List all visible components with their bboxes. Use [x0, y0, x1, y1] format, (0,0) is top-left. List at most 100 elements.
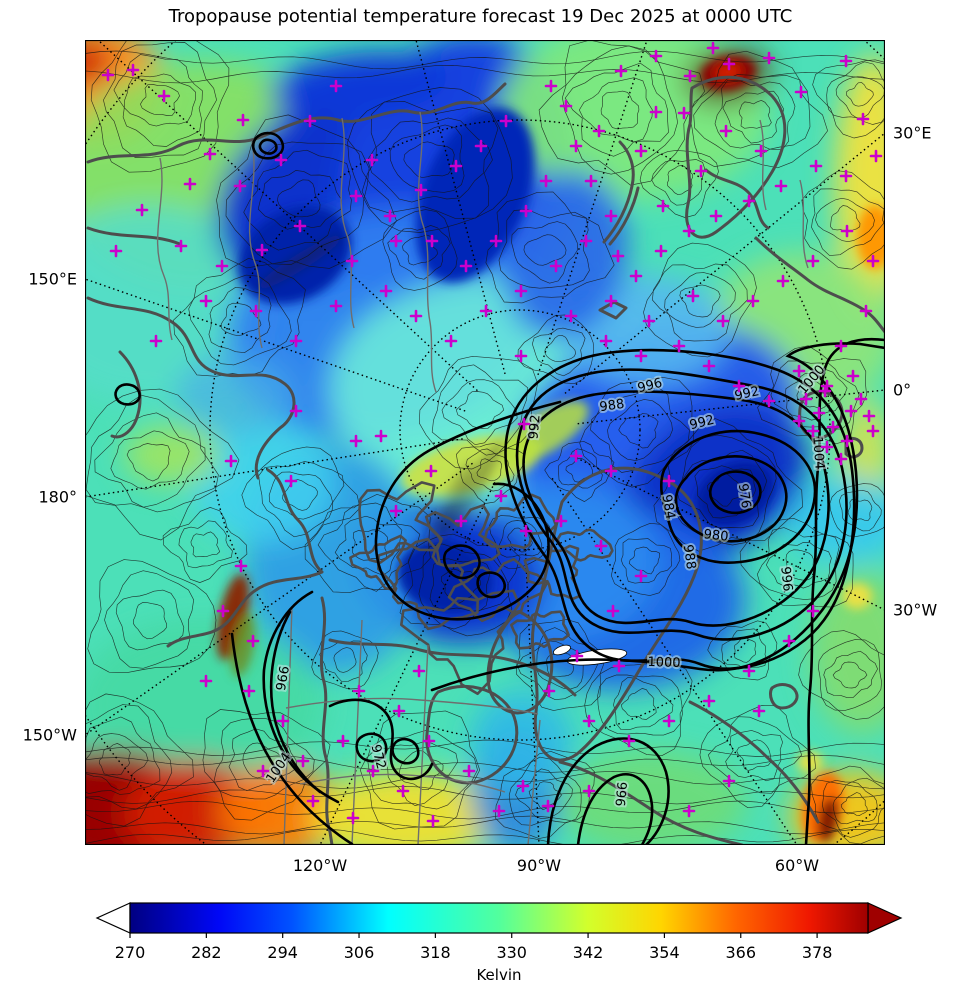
border-line [527, 719, 541, 845]
theta-contour [94, 412, 206, 508]
theta-contour [785, 549, 815, 581]
theta-contour [384, 741, 459, 806]
field-region [470, 690, 574, 794]
border-line [285, 697, 539, 715]
theta-contour [610, 522, 681, 596]
coastline [608, 186, 640, 246]
pressure-label: 1000 [647, 655, 681, 671]
pressure-label: 996 [611, 781, 628, 807]
theta-contour [733, 637, 757, 663]
theta-contour [85, 704, 173, 810]
theta-contour [90, 40, 230, 173]
field-region [501, 400, 589, 464]
theta-contour [85, 800, 885, 820]
theta-contour [523, 234, 567, 266]
theta-contour [829, 483, 885, 537]
pressure-contour [804, 337, 885, 845]
theta-contour [85, 815, 885, 835]
pressure-label: 1004 [809, 436, 826, 470]
island-outline [377, 537, 479, 631]
island-outline [447, 557, 549, 623]
theta-contour [756, 527, 840, 600]
theta-contour [653, 418, 803, 552]
theta-contour [607, 399, 673, 461]
theta-contour [620, 538, 672, 584]
y-axis-label: 30°E [893, 123, 932, 143]
theta-contour [839, 489, 882, 532]
theta-contour [465, 448, 515, 492]
y-axis-label: 180° [38, 487, 77, 507]
theta-contour [714, 79, 796, 151]
theta-contour [85, 388, 240, 541]
theta-contour [498, 209, 590, 289]
theta-contour [818, 639, 882, 711]
border-line [417, 644, 429, 845]
theta-contour [213, 718, 315, 800]
pressure-contour [515, 368, 848, 641]
theta-contour [258, 461, 345, 538]
border-line [759, 119, 767, 211]
theta-contour [123, 73, 197, 127]
pressure-label: 996 [271, 664, 290, 691]
island-outline [349, 534, 407, 591]
theta-contour [178, 520, 233, 569]
theta-contour [584, 661, 693, 757]
theta-contour [564, 62, 669, 157]
theta-contour [208, 286, 272, 354]
coastline [602, 140, 635, 244]
border-line [417, 111, 437, 393]
pressure-contour [442, 544, 481, 580]
theta-contour [85, 50, 885, 70]
theta-contour [216, 114, 397, 269]
theta-contour [257, 170, 343, 230]
pressure-contour [328, 698, 434, 781]
graticule [85, 40, 885, 845]
theta-contour [651, 159, 706, 206]
border-line [156, 157, 173, 341]
colorbar-tick-label: 294 [267, 943, 298, 962]
island-outline [424, 504, 501, 568]
pressure-contour [659, 429, 817, 564]
theta-contour [811, 188, 885, 256]
field-region [857, 205, 885, 269]
colorbar-tick-label: 366 [725, 943, 756, 962]
pressure-contour [230, 632, 354, 845]
colorbar-label: Kelvin [476, 966, 522, 984]
coastline [166, 468, 324, 648]
pressure-contour [391, 737, 420, 765]
coastline [598, 300, 628, 320]
theta-contour [722, 90, 784, 144]
theta-contour [173, 257, 306, 377]
pressure-contour [504, 348, 856, 671]
theta-contour [476, 458, 503, 482]
theta-contour [770, 360, 860, 430]
x-axis-label: 90°W [516, 856, 562, 875]
pressure-label: 988 [599, 397, 626, 415]
coastline [685, 75, 787, 239]
theta-contour [618, 413, 659, 449]
meridian-line [551, 477, 798, 845]
theta-contour [544, 441, 615, 502]
field-region [124, 425, 220, 485]
theta-contour [531, 327, 586, 377]
theta-contour [679, 284, 721, 318]
coastline [86, 296, 296, 480]
field-region [190, 420, 334, 544]
border-line [340, 117, 355, 329]
theta-contour [801, 170, 885, 270]
coastline [110, 350, 142, 439]
theta-contour [85, 739, 885, 757]
theta-contour [228, 728, 298, 792]
theta-contour [85, 394, 219, 513]
theta-contour [613, 676, 674, 731]
island-outline [483, 493, 558, 550]
theta-contour [333, 647, 357, 673]
pressure-label: 992 [526, 414, 543, 440]
pressure-label: 976 [735, 483, 753, 510]
colorbar-gradient [129, 902, 869, 934]
theta-contour [739, 517, 854, 608]
theta-contour [835, 76, 885, 119]
theta-contour [87, 559, 217, 673]
